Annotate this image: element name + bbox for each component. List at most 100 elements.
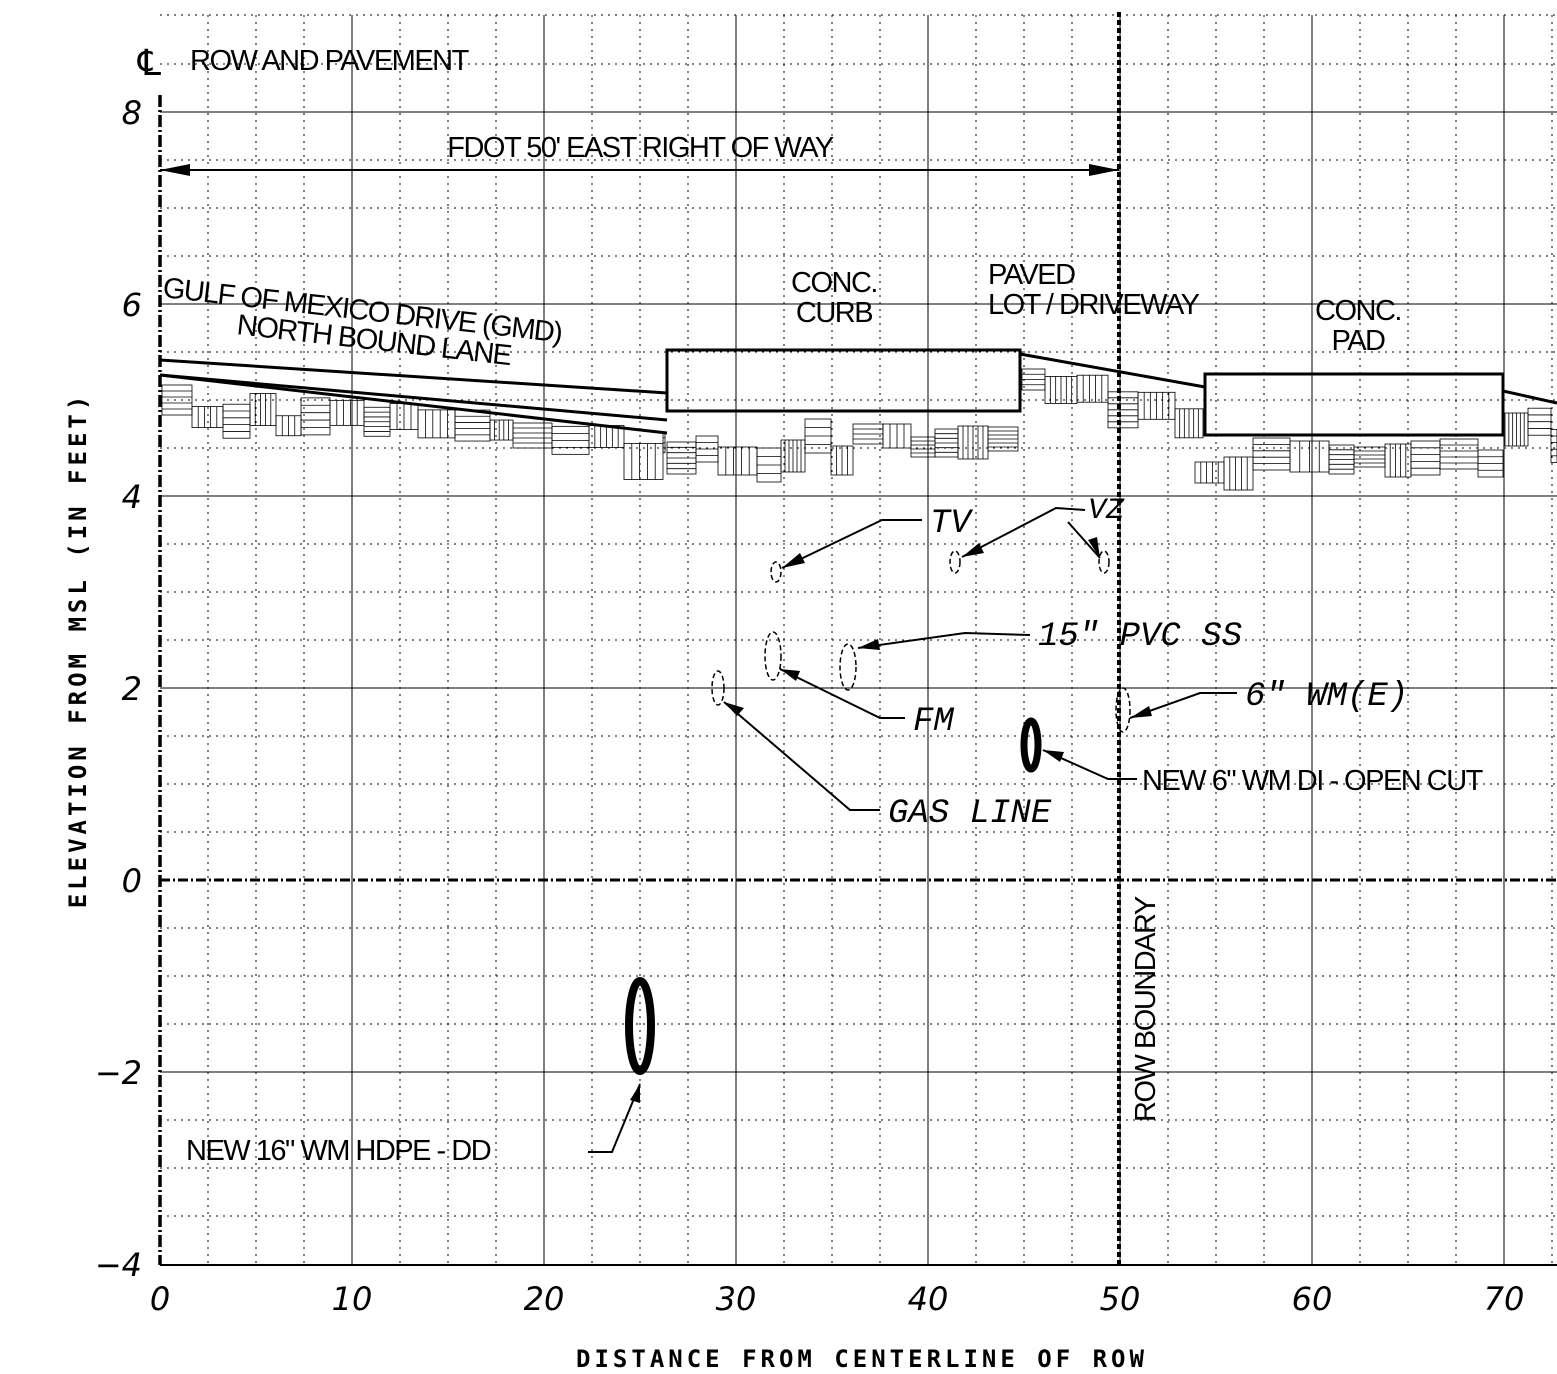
row-dimension: FDOT 50' EAST RIGHT OF WAY (160, 132, 1119, 176)
leader-arrowheads (630, 537, 1152, 1103)
hatch-block (1021, 368, 1046, 391)
row-boundary-label: ROW BOUNDARY (1130, 896, 1162, 1122)
hatch-block (852, 423, 884, 445)
hatch-block (1504, 412, 1529, 447)
hatch-block (275, 415, 302, 437)
hatch-block (161, 384, 193, 416)
pvc-ss-utility (839, 643, 857, 691)
hatch-block (1076, 374, 1109, 403)
hatch-block (1289, 440, 1330, 473)
hatch-block (489, 419, 514, 441)
hatch-block (512, 422, 553, 449)
hatch-block (756, 447, 782, 483)
pad-label-line1: CONC. (1315, 295, 1401, 327)
hatch-block (717, 446, 758, 476)
hatch-block (987, 426, 1019, 452)
gas-line-label: GAS LINE (888, 795, 1052, 833)
hatch-block (1194, 461, 1225, 484)
row-dimension-label: FDOT 50' EAST RIGHT OF WAY (447, 132, 834, 164)
gas-utility (711, 670, 725, 706)
concrete-curb-outline (665, 348, 1022, 413)
x-axis-title: DISTANCE FROM CENTERLINE OF ROW (576, 1345, 1148, 1373)
y-tick-label: 8 (122, 94, 142, 132)
hatch-block (830, 445, 854, 476)
hatch-block (623, 443, 664, 480)
wm-existing-utility (1115, 687, 1131, 733)
x-tick-label: 60 (1292, 1280, 1333, 1318)
hatch-block (249, 393, 277, 426)
curb-label-line2: CURB (796, 297, 872, 329)
hatch-block (934, 428, 959, 458)
hatch-block (1439, 438, 1479, 470)
pvc-ss-label: 15" PVC SS (1038, 618, 1242, 656)
vz-label: VZ (1088, 494, 1125, 528)
hatch-block (222, 403, 251, 439)
hatch-block (1328, 444, 1355, 475)
x-tick-label: 50 (1100, 1280, 1141, 1318)
hatch-block (780, 439, 806, 473)
hatch-block (389, 403, 419, 430)
hatch-block (1252, 437, 1291, 471)
hatch-block (329, 399, 365, 426)
hatch-block (662, 432, 666, 454)
concrete-pad-outline (1203, 372, 1505, 437)
hatch-block (957, 425, 989, 460)
vz-utility-2 (1098, 550, 1110, 574)
x-tick-label: 10 (332, 1280, 373, 1318)
gmd-mid-line (159, 373, 668, 422)
lot-surface-line (1019, 352, 1206, 389)
curb-label-line1: CONC. (791, 267, 877, 299)
minor-grid (160, 15, 1557, 1265)
hatch-block (1223, 456, 1254, 491)
hatch-block (1384, 443, 1412, 478)
new-6in-wm-label: NEW 6" WM DI - OPEN CUT (1142, 765, 1484, 797)
hatch-block (910, 436, 936, 458)
hatch-block (551, 425, 590, 455)
hatch-block (417, 409, 456, 439)
soil-hatching (161, 368, 1557, 491)
centerline-label: ROW AND PAVEMENT (190, 45, 470, 77)
hatch-block (191, 406, 224, 428)
tv-label: TV (930, 505, 973, 543)
new-16in-wm-label: NEW 16" WM HDPE - DD (186, 1135, 491, 1167)
vz-utility-1 (949, 550, 961, 574)
x-tick-labels: 0 10 20 30 40 50 60 70 (150, 1280, 1525, 1318)
hatch-block (454, 409, 491, 442)
hatch-block (1550, 429, 1557, 463)
y-tick-label: 4 (122, 478, 142, 516)
x-tick-label: 20 (524, 1280, 565, 1318)
hatch-block (1410, 440, 1441, 476)
hatch-block (695, 435, 719, 463)
new-16in-wm-pipe (625, 977, 655, 1075)
hatch-block (1527, 407, 1552, 436)
tv-utility (770, 561, 782, 583)
existing-utilities (711, 550, 1131, 733)
east-surface-line (1502, 389, 1557, 405)
wm-existing-label: 6" WM(E) (1245, 678, 1408, 716)
lot-label-line2: LOT / DRIVEWAY (988, 289, 1200, 321)
hatch-block (1137, 391, 1176, 420)
x-tick-label: 40 (908, 1280, 949, 1318)
hatch-block (882, 423, 912, 449)
y-tick-label: 2 (122, 670, 142, 708)
y-tick-label: −4 (95, 1246, 142, 1284)
hatch-block (1107, 391, 1139, 429)
hatch-block (1174, 408, 1204, 439)
gmd-bottom-line (159, 373, 668, 435)
centerline-symbol: ℄ (137, 43, 161, 84)
hatch-block (804, 418, 832, 454)
y-tick-labels: 8 6 4 2 0 −2 −4 (95, 94, 142, 1284)
y-tick-label: 6 (122, 286, 142, 324)
fm-utility (764, 631, 782, 681)
hatch-block (1477, 449, 1504, 478)
pavement-surfaces (159, 348, 1557, 437)
hatch-block (1353, 446, 1386, 468)
x-tick-label: 70 (1484, 1280, 1525, 1318)
hatch-block (666, 441, 697, 475)
hatch-block (300, 397, 331, 436)
y-axis-title: ELEVATION FROM MSL (IN FEET) (64, 392, 92, 909)
lot-label-line1: PAVED (988, 259, 1075, 291)
major-grid (160, 14, 1557, 1265)
